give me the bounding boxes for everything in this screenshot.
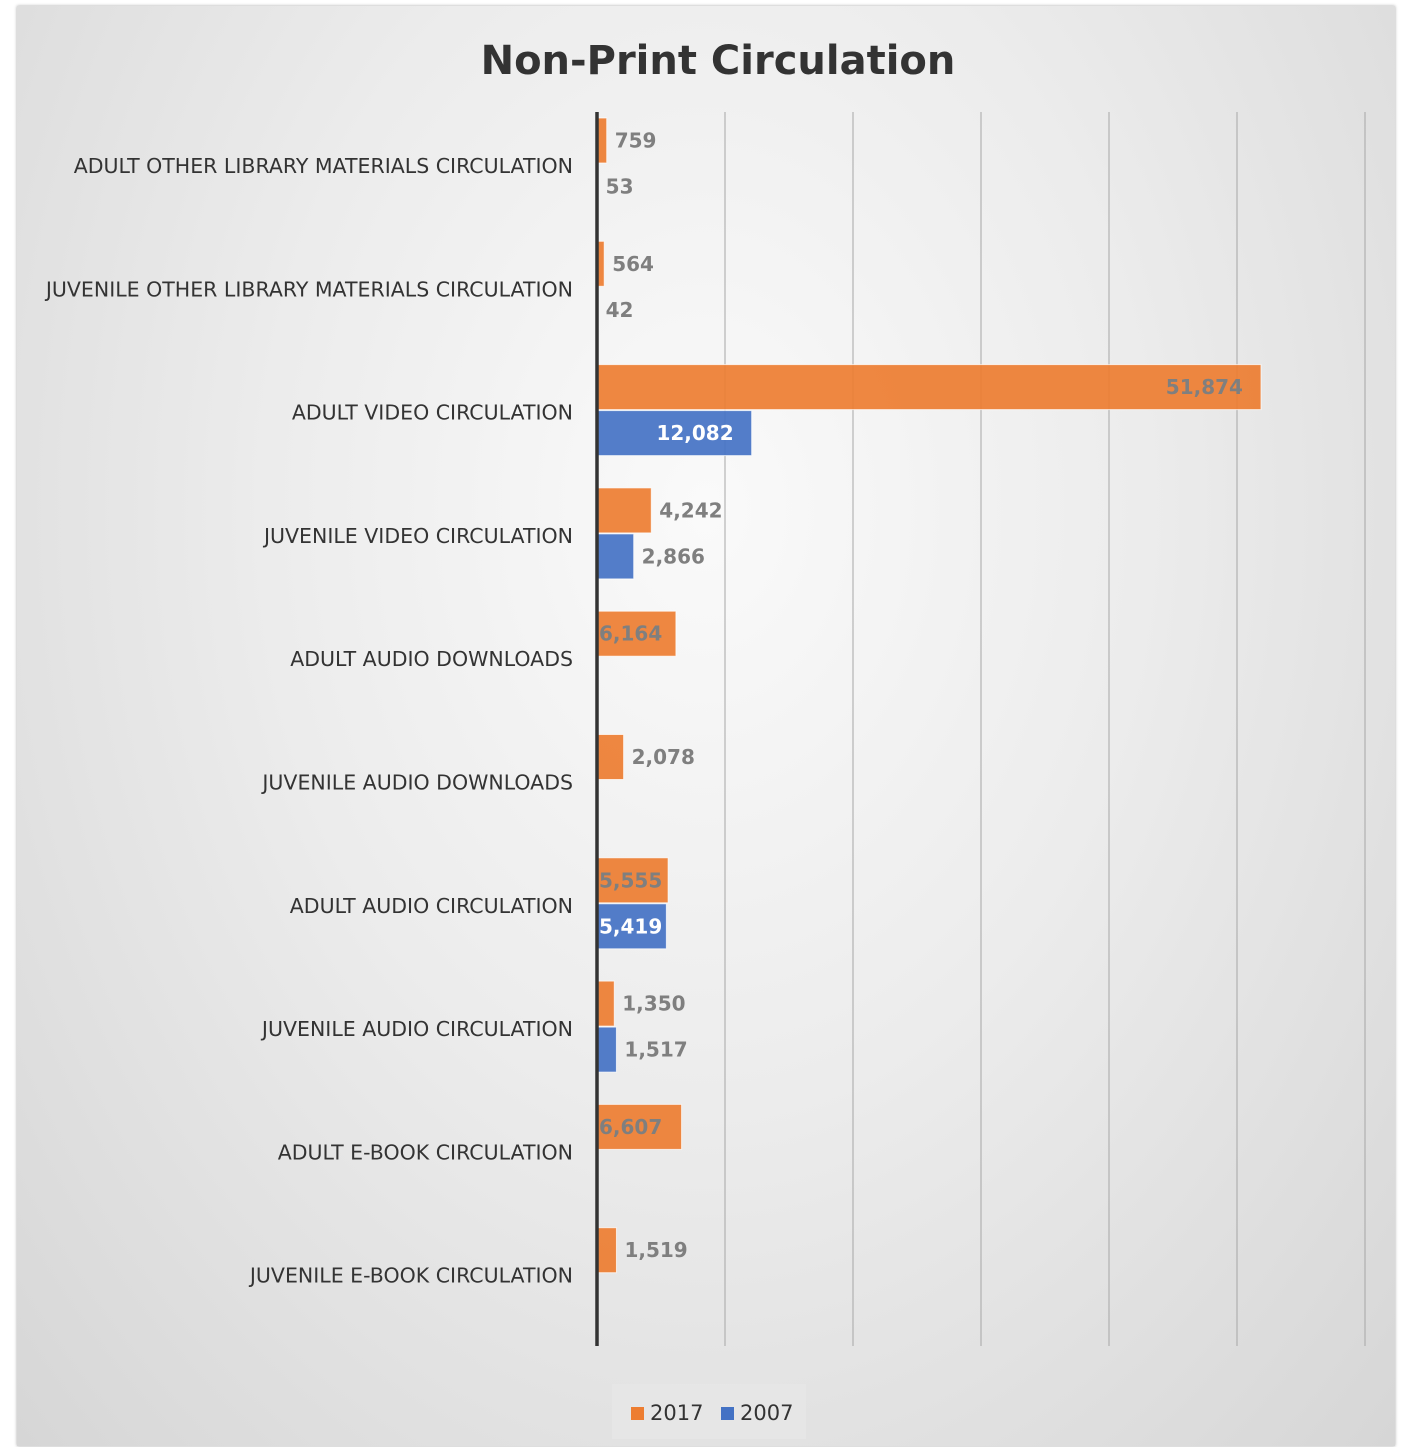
data-label-2017-adult-other-library-materials-circulation: 759 [615,129,657,153]
data-label-2017-adult-e-book-circulation: 6,607 [599,1115,662,1139]
data-label-2017-juvenile-video-circulation: 4,242 [659,498,722,522]
category-label-8: JUVENILE AUDIO CIRCULATION [260,1017,573,1041]
category-label-10: JUVENILE E-BOOK CIRCULATION [248,1264,573,1288]
category-axis: ADULT OTHER LIBRARY MATERIALS CIRCULATIO… [44,112,599,1346]
data-label-2007-juvenile-other-library-materials-circulation: 42 [606,298,634,322]
data-label-2007-adult-other-library-materials-circulation: 53 [606,175,634,199]
data-label-2007-adult-video-circulation: 12,082 [656,421,733,445]
legend-box [612,1384,806,1439]
data-label-2017-adult-video-circulation: 51,874 [1166,375,1243,399]
category-label-9: ADULT E-BOOK CIRCULATION [278,1140,573,1164]
bar-2007-juvenile-video-circulation [596,533,635,580]
bar-2017-adult-video-circulation [596,364,1262,411]
category-label-7: ADULT AUDIO CIRCULATION [290,894,573,918]
legend-label-2007: 2007 [740,1401,793,1425]
data-label-2017-juvenile-audio-circulation: 1,350 [622,992,685,1016]
data-label-2017-adult-audio-circulation: 5,555 [599,868,662,892]
data-label-2017-juvenile-audio-downloads: 2,078 [632,745,695,769]
bar-2017-juvenile-e-book-circulation [596,1227,617,1274]
data-label-2007-adult-audio-circulation: 5,419 [599,914,662,938]
data-label-2017-adult-audio-downloads: 6,164 [599,622,662,646]
data-label-2007-juvenile-video-circulation: 2,866 [642,544,705,568]
legend-swatch-2017 [631,1407,644,1420]
data-label-2017-juvenile-e-book-circulation: 1,519 [624,1238,687,1262]
data-labels: 759 53 564 42 51,874 12,082 4,242 2,866 6,164 2,0… [599,129,1243,1263]
data-label-2007-juvenile-audio-circulation: 1,517 [624,1038,687,1062]
bar-2017-juvenile-audio-downloads [596,734,625,780]
category-label-6: JUVENILE AUDIO DOWNLOADS [260,771,573,795]
chart-svg: Non-Print Circulation ADULT OTHER LIBRAR… [44,38,1366,1439]
legend-label-2017: 2017 [650,1401,703,1425]
chart-title: Non-Print Circulation [481,38,956,84]
bar-2007-juvenile-audio-circulation [596,1026,617,1073]
data-label-2017-juvenile-other-library-materials-circulation: 564 [612,252,654,276]
category-label-1: ADULT OTHER LIBRARY MATERIALS CIRCULATIO… [74,154,573,178]
bar-2017-juvenile-video-circulation [596,487,652,534]
bar-2017-juvenile-audio-circulation [596,980,615,1027]
legend: 2017 2007 [612,1384,806,1439]
category-label-5: ADULT AUDIO DOWNLOADS [290,647,573,671]
legend-swatch-2007 [721,1407,734,1420]
bar-2007-adult-video-circulation [596,410,753,457]
category-label-4: JUVENILE VIDEO CIRCULATION [262,524,573,548]
bars [596,117,1262,1274]
category-label-3: ADULT VIDEO CIRCULATION [292,401,573,425]
chart-frame: Non-Print Circulation ADULT OTHER LIBRAR… [17,6,1395,1446]
category-label-2: JUVENILE OTHER LIBRARY MATERIALS CIRCULA… [44,277,573,301]
gridlines [724,112,1366,1346]
bar-2017-adult-e-book-circulation [596,1103,683,1150]
